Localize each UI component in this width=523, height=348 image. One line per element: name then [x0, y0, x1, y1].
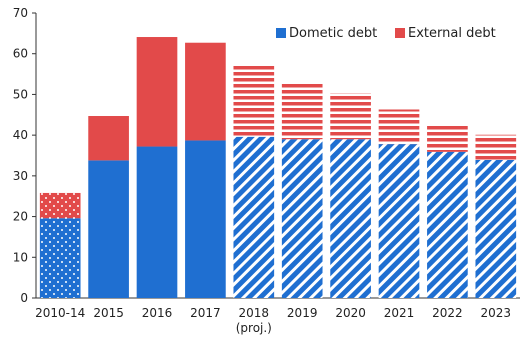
bar-external-2018	[233, 63, 275, 137]
bar-domestic-2021	[378, 144, 420, 298]
bar-domestic-2023	[475, 159, 517, 298]
chart-bars: 2010-14 2015 2016 2017 2018(proj.) 2019 2020 20…	[35, 37, 517, 335]
bar-external-2021	[378, 109, 420, 145]
bar-domestic-2015	[88, 160, 129, 298]
bar-domestic-2020	[330, 139, 371, 298]
bar-external-2022	[427, 124, 468, 152]
bar-external-2017	[185, 42, 226, 141]
bar-domestic-2022	[427, 151, 468, 298]
bar-domestic-2010-14	[39, 218, 81, 298]
x-tick-label: 2017	[190, 306, 221, 320]
y-tick-label: 60	[13, 47, 28, 61]
bar-domestic-2016	[136, 146, 178, 298]
x-tick-label: 2023	[481, 306, 512, 320]
chart-legend: Dometic debt External debt	[276, 26, 496, 41]
x-tick-label: 2020	[335, 306, 366, 320]
legend-swatch	[276, 28, 286, 38]
y-tick-label: 10	[13, 250, 28, 264]
y-tick-label: 50	[13, 87, 28, 101]
x-tick-label: 2016	[142, 306, 173, 320]
bar-domestic-2019	[281, 139, 323, 298]
legend-label: Dometic debt	[289, 26, 377, 41]
x-tick-label: 2015	[93, 306, 124, 320]
y-tick-label: 70	[13, 6, 28, 20]
x-tick-label: 2022	[432, 306, 463, 320]
x-tick-label: 2018	[239, 306, 270, 320]
y-tick-label: 40	[13, 128, 28, 142]
bar-external-2023	[475, 134, 517, 160]
bar-external-2019	[281, 81, 323, 140]
x-tick-label: 2021	[384, 306, 415, 320]
bar-external-2020	[330, 93, 371, 140]
legend-label: External debt	[408, 26, 496, 41]
bar-external-2010-14	[39, 192, 81, 219]
x-tick-label: 2019	[287, 306, 318, 320]
y-tick-label: 30	[13, 169, 28, 183]
y-tick-label: 20	[13, 210, 28, 224]
bar-domestic-2018	[233, 136, 275, 298]
bar-domestic-2017	[185, 140, 226, 298]
bar-external-2015	[88, 116, 129, 161]
x-tick-label: 2010-14	[35, 306, 85, 320]
legend-swatch	[395, 28, 405, 38]
y-tick-label: 0	[20, 291, 28, 305]
bar-external-2016	[136, 37, 178, 147]
x-tick-sublabel: (proj.)	[236, 321, 272, 335]
